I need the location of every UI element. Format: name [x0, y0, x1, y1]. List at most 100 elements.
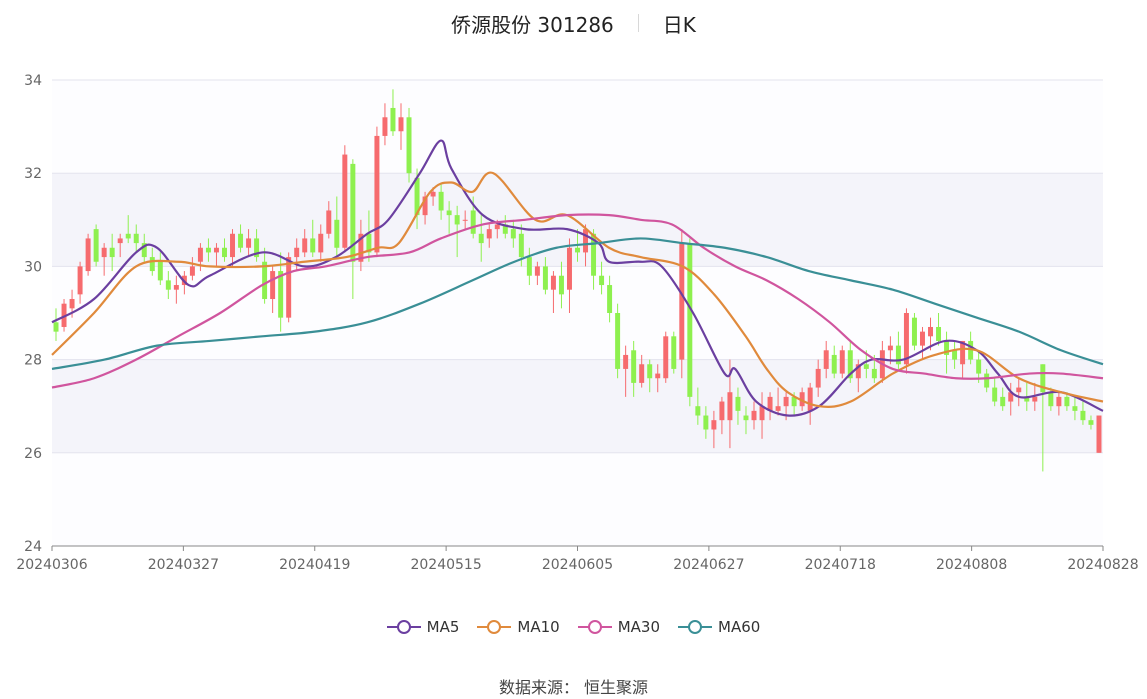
legend-item-ma30[interactable]: MA30: [577, 618, 660, 636]
candle-body: [791, 396, 797, 407]
candle-body: [663, 336, 669, 379]
candle-body: [422, 196, 428, 216]
candle-body: [687, 243, 693, 397]
period-label: 日K: [662, 12, 696, 37]
candle-body: [655, 373, 661, 379]
data-source-note: 数据来源： 恒生聚源: [498, 678, 649, 697]
candle-body: [647, 364, 653, 379]
candle-body: [414, 177, 420, 216]
x-tick-label: 20240515: [410, 557, 481, 573]
candle-body: [1032, 396, 1038, 402]
candle-body: [823, 350, 829, 369]
candle-body: [326, 210, 332, 234]
candle-body: [863, 364, 869, 369]
candle-body: [575, 247, 580, 253]
candle-body: [783, 396, 789, 407]
candle-body: [839, 350, 845, 374]
candle-body: [502, 224, 508, 234]
candle-body: [534, 266, 540, 276]
candle-body: [703, 415, 709, 430]
ma-line-ma5: [51, 139, 1104, 417]
legend-item-ma5[interactable]: MA5: [386, 618, 460, 636]
candle-body: [583, 229, 589, 253]
grid-band: [52, 359, 1103, 453]
candle-body: [711, 420, 717, 430]
candle-body: [173, 285, 179, 290]
candle-body: [623, 354, 629, 369]
candle-body: [855, 364, 861, 379]
candle-body: [960, 340, 966, 365]
candle-body: [679, 243, 685, 360]
candle-body: [438, 191, 444, 211]
candle-body: [1096, 415, 1102, 453]
candle-body: [807, 387, 813, 411]
stock-name-code: 侨源股份 301286: [451, 12, 614, 37]
candle-body: [478, 233, 484, 244]
candle-body: [430, 191, 436, 197]
candle-body: [470, 210, 476, 234]
ma-line-ma60: [51, 237, 1104, 371]
grid-band: [52, 80, 1103, 174]
candle-body: [117, 238, 123, 244]
candle-body: [719, 401, 725, 421]
x-tick-label: 20240327: [148, 557, 219, 573]
candle-body: [952, 350, 958, 360]
title-divider: [637, 14, 639, 32]
candle-body: [1056, 396, 1062, 407]
candle-body: [1024, 396, 1030, 402]
legend-ma10-icon: [477, 620, 512, 634]
candle-body: [246, 238, 252, 248]
legend-item-ma60[interactable]: MA60: [678, 618, 760, 636]
legend-ma5-label: MA5: [426, 618, 460, 636]
candle-body: [366, 233, 372, 253]
candle-body: [69, 299, 75, 309]
candle-body: [599, 275, 605, 286]
candle-body: [382, 117, 388, 136]
candle-body: [1048, 392, 1054, 407]
legend-ma5-icon: [386, 620, 421, 634]
candle-body: [358, 233, 364, 262]
candle-body: [1088, 420, 1094, 425]
candle-body: [254, 238, 260, 258]
candle-body: [743, 415, 749, 421]
y-tick-label: 34: [24, 73, 42, 89]
candle-body: [454, 215, 460, 225]
candle-body: [109, 247, 115, 258]
candle-body: [759, 406, 765, 421]
candle-body: [165, 280, 171, 290]
candle-body: [197, 247, 203, 262]
candle-body: [77, 266, 83, 295]
candle-body: [903, 313, 909, 365]
candle-body: [895, 345, 901, 365]
legend-ma60-label: MA60: [718, 618, 761, 636]
candle-body: [398, 117, 404, 132]
candle-body: [992, 387, 998, 402]
legend-item-ma10[interactable]: MA10: [477, 618, 560, 636]
x-tick-label: 20240306: [16, 557, 87, 573]
candle-body: [205, 247, 211, 253]
candle-body: [727, 392, 733, 421]
candle-body: [944, 340, 950, 355]
candle-body: [270, 271, 276, 300]
candle-body: [815, 368, 821, 388]
candlestick-chart: 24 26 28 30 32 34 20240306 20240327 20240419 2024…: [16, 73, 1138, 573]
candle-body: [518, 233, 524, 258]
candle-body: [1016, 387, 1022, 393]
candle-body: [342, 154, 348, 248]
y-tick-label: 30: [24, 259, 42, 275]
candle-body: [526, 257, 532, 276]
candle-body: [1040, 364, 1046, 393]
candle-body: [294, 247, 300, 258]
grid-band: [52, 452, 1103, 546]
x-tick-label: 20240808: [936, 557, 1007, 573]
chart-title-bar: 侨源股份 301286 日K: [0, 6, 1147, 40]
legend-ma60-icon: [678, 620, 713, 634]
candle-body: [671, 336, 677, 369]
x-tick-label: 20240718: [805, 557, 876, 573]
candle-body: [53, 322, 59, 332]
candle-body: [887, 345, 893, 351]
candle-body: [911, 317, 917, 346]
candle-body: [350, 163, 356, 262]
candle-body: [984, 373, 990, 388]
candle-body: [767, 396, 773, 411]
